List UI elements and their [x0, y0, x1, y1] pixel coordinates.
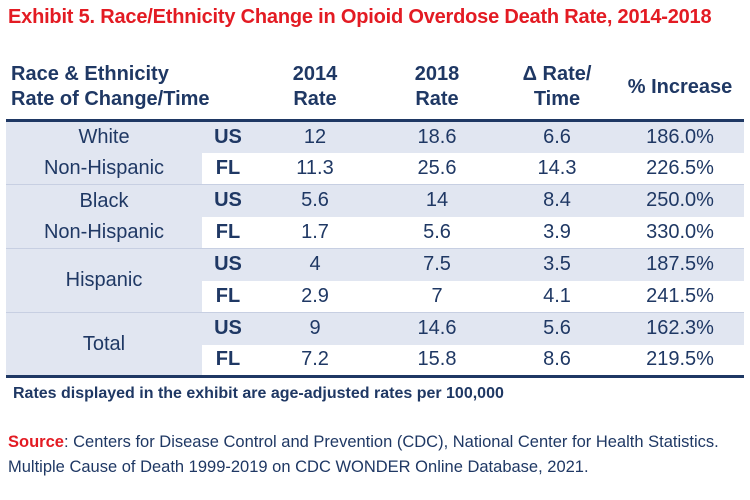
header-2018-rate: 2018 Rate	[376, 55, 498, 122]
rate-2014-cell: 7.2	[254, 344, 376, 378]
source-label: Source	[8, 433, 64, 451]
rate-2018-cell: 25.6	[417, 156, 457, 179]
group-name-line2: Non-Hispanic	[43, 157, 165, 179]
group-name-line2: Non-Hispanic	[43, 220, 165, 243]
pct-increase-cell: 162.3%	[616, 312, 744, 345]
group-label-total: Total	[6, 312, 202, 378]
source-text: : Centers for Disease Control and Preven…	[8, 433, 719, 476]
region-cell: FL	[215, 156, 241, 179]
group-label-white: White Non-Hispanic	[6, 120, 202, 185]
rate-2014-cell: 12	[254, 120, 376, 153]
pct-increase-cell: 186.0%	[616, 120, 744, 153]
delta-cell: 4.1	[543, 284, 571, 307]
header-race-ethnicity: Race & Ethnicity Rate of Change/Time	[6, 55, 254, 122]
rate-2018-cell: 7.5	[376, 248, 498, 281]
header-label-line2: Rate of Change/Time	[11, 88, 210, 110]
delta-cell: 8.6	[498, 344, 616, 378]
group-name-line1: Black	[79, 189, 129, 212]
table-footnote: Rates displayed in the exhibit are age-a…	[13, 385, 504, 402]
group-label-hispanic: Hispanic	[6, 248, 202, 313]
table-row: FL 2.9 7 4.1 241.5%	[6, 281, 744, 313]
header-label-line1: Race & Ethnicity	[11, 63, 169, 85]
region-cell: US	[202, 312, 254, 345]
region-cell: US	[202, 184, 254, 217]
header-2014-rate: 2014 Rate	[254, 55, 376, 122]
rate-2014-cell: 11.3	[296, 156, 334, 179]
header-2018-line2: Rate	[415, 88, 459, 110]
table-row: Total US 9 14.6 5.6 162.3%	[6, 312, 744, 378]
rate-2018-cell: 15.8	[376, 344, 498, 378]
header-pct-increase: % Increase	[616, 55, 744, 122]
delta-cell: 5.6	[498, 312, 616, 345]
data-table: Race & Ethnicity Rate of Change/Time 201…	[6, 55, 744, 378]
rate-2014-cell: 9	[254, 312, 376, 345]
region-cell: US	[202, 248, 254, 281]
group-label-black: Black Non-Hispanic	[6, 184, 202, 249]
table-row: FL 1.7 5.6 3.9 330.0%	[6, 217, 744, 249]
pct-increase-cell: 250.0%	[616, 184, 744, 217]
header-row: Race & Ethnicity Rate of Change/Time 201…	[6, 55, 744, 122]
rate-2014-cell: 2.9	[301, 284, 329, 307]
pct-increase-cell: 219.5%	[616, 344, 744, 378]
rate-2018-cell: 18.6	[376, 120, 498, 153]
table-row: Black Non-Hispanic US 5.6 14 8.4 250.0%	[6, 184, 744, 249]
rate-2018-cell: 14.6	[376, 312, 498, 345]
table-row: White Non-Hispanic US 12 18.6 6.6 186.0%	[6, 120, 744, 185]
rate-2018-cell: 5.6	[423, 220, 451, 243]
rate-2014-cell: 5.6	[254, 184, 376, 217]
pct-increase-cell: 226.5%	[646, 156, 714, 179]
table-row: FL 11.3 25.6 14.3 226.5%	[6, 153, 744, 185]
exhibit-title: Exhibit 5. Race/Ethnicity Change in Opio…	[8, 6, 712, 28]
delta-cell: 14.3	[537, 156, 577, 179]
delta-cell: 3.9	[543, 220, 571, 243]
rate-2018-cell: 7	[431, 284, 443, 307]
delta-cell: 6.6	[498, 120, 616, 153]
header-2018-line1: 2018	[414, 63, 460, 85]
rate-2018-cell: 14	[376, 184, 498, 217]
delta-cell: 3.5	[498, 248, 616, 281]
source-citation: Source: Centers for Disease Control and …	[8, 430, 742, 480]
pct-increase-cell: 187.5%	[616, 248, 744, 281]
header-delta-line2: Time	[533, 88, 581, 110]
table-row: Hispanic US 4 7.5 3.5 187.5%	[6, 248, 744, 313]
region-cell: FL	[215, 284, 241, 307]
rate-2014-cell: 4	[254, 248, 376, 281]
header-2014-line1: 2014	[292, 63, 338, 85]
table-row: FL 7.2 15.8 8.6 219.5%	[6, 344, 744, 378]
region-cell: FL	[202, 344, 254, 378]
rate-2014-cell: 1.7	[301, 220, 329, 243]
delta-cell: 8.4	[498, 184, 616, 217]
header-delta-line1: Δ Rate/	[522, 63, 592, 85]
header-delta-rate: Δ Rate/ Time	[498, 55, 616, 122]
header-2014-line2: Rate	[293, 88, 337, 110]
pct-increase-cell: 330.0%	[646, 220, 714, 243]
region-cell: US	[202, 120, 254, 153]
group-name-line1: White	[78, 126, 130, 148]
region-cell: FL	[215, 220, 241, 243]
pct-increase-cell: 241.5%	[646, 284, 714, 307]
